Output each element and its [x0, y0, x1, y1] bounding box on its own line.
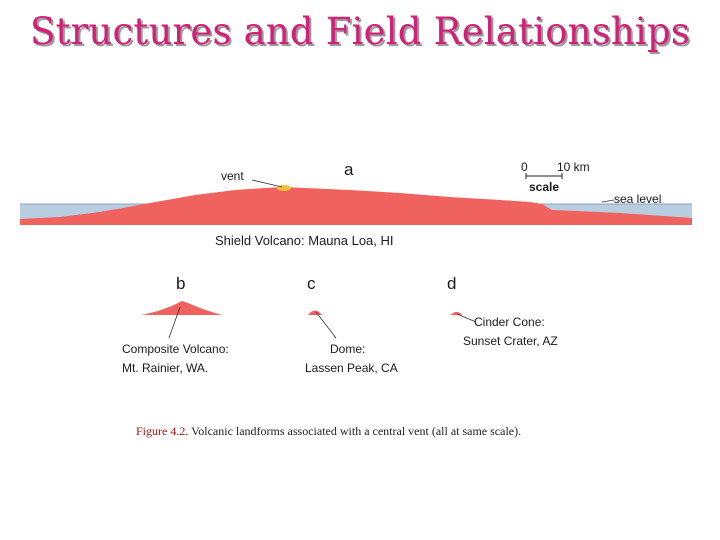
cinder-pointer	[456, 313, 477, 323]
cinder-cone-shape	[450, 312, 463, 315]
scale-label: scale	[529, 180, 559, 194]
cinder-cone-label: Cinder Cone:	[474, 315, 545, 329]
sea-level-pointer	[601, 199, 615, 203]
page-title: Structures and Field Relationships	[29, 10, 691, 53]
caption-text: . Volcanic landforms associated with a c…	[185, 424, 522, 438]
vent-pointer	[251, 179, 283, 188]
figure-number: Figure 4.2	[136, 424, 186, 438]
panel-b-label: b	[176, 274, 185, 293]
scale-zero-label: 0	[521, 160, 528, 174]
shield-volcano-label: Shield Volcano: Mauna Loa, HI	[215, 233, 394, 248]
scale-ten-label: 10 km	[557, 160, 590, 174]
sea-level-label: sea level	[614, 192, 661, 206]
composite-location-label: Mt. Rainier, WA.	[122, 361, 208, 375]
panel-c-label: c	[307, 274, 316, 293]
dome-shape	[308, 310, 322, 315]
figure-caption: Figure 4.2. Volcanic landforms associate…	[136, 424, 696, 439]
panel-a-label: a	[344, 160, 354, 179]
vent-marker	[277, 185, 291, 191]
composite-pointer	[168, 306, 181, 339]
composite-volcano-label: Composite Volcano:	[122, 342, 229, 356]
cinder-location-label: Sunset Crater, AZ	[463, 334, 558, 348]
composite-volcano-shape	[142, 301, 222, 315]
vent-label: vent	[221, 169, 244, 183]
dome-label: Dome:	[330, 342, 365, 356]
panel-d-label: d	[447, 274, 456, 293]
dome-location-label: Lassen Peak, CA	[305, 361, 398, 375]
dome-pointer	[315, 311, 337, 339]
shield-volcano-shape	[20, 187, 692, 225]
